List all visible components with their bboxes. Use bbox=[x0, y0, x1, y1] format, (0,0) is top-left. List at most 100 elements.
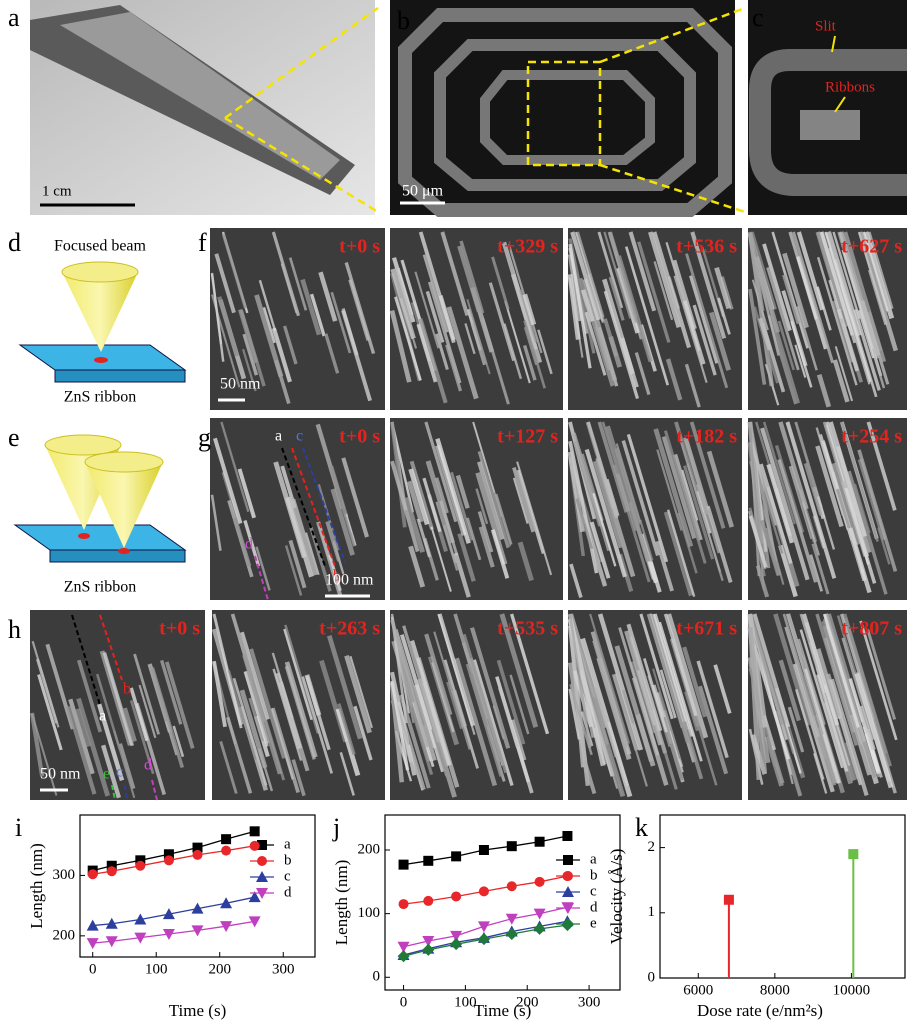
panel-label: e bbox=[8, 423, 20, 452]
legend-label: d bbox=[590, 899, 598, 915]
beam-top bbox=[85, 452, 163, 472]
beam bbox=[62, 272, 138, 352]
ribbon-edge bbox=[55, 370, 185, 382]
charts: 0100200300200300Time (s)Length (nm)abcd0… bbox=[27, 815, 905, 1020]
legend-marker bbox=[563, 871, 573, 881]
y-tick-label: 0 bbox=[373, 969, 381, 985]
legend-label: b bbox=[590, 867, 598, 883]
label: ZnS ribbon bbox=[64, 579, 136, 596]
legend-label: c bbox=[590, 883, 597, 899]
point bbox=[422, 944, 434, 956]
point bbox=[506, 928, 518, 940]
y-tick-label: 200 bbox=[53, 927, 76, 943]
series-line bbox=[93, 921, 255, 943]
point bbox=[423, 896, 433, 906]
x-tick-label: 100 bbox=[145, 961, 168, 977]
panel-label: b bbox=[397, 6, 410, 35]
label: Focused beam bbox=[54, 238, 147, 255]
point bbox=[221, 846, 231, 856]
track-label: e bbox=[103, 766, 110, 783]
time-label: t+254 s bbox=[841, 426, 902, 448]
x-tick-label: 300 bbox=[578, 994, 601, 1010]
legend-marker bbox=[257, 856, 267, 866]
point bbox=[451, 891, 461, 901]
scale-label: 50 nm bbox=[40, 766, 81, 783]
point bbox=[399, 899, 409, 909]
scale-label: 50 nm bbox=[220, 376, 261, 393]
point bbox=[164, 855, 174, 865]
track-label: a bbox=[99, 708, 106, 725]
time-label: t+127 s bbox=[497, 426, 558, 448]
annotation: Ribbons bbox=[825, 79, 875, 95]
panel-label: k bbox=[635, 813, 648, 842]
legend-marker bbox=[563, 855, 573, 865]
legend-label: d bbox=[284, 884, 292, 900]
beam-top bbox=[45, 435, 121, 455]
label: ZnS ribbon bbox=[64, 389, 136, 406]
legend-label: b bbox=[284, 852, 292, 868]
point bbox=[451, 851, 461, 861]
time-label: t+536 s bbox=[676, 236, 737, 258]
track-label: c bbox=[296, 428, 303, 445]
y-tick-label: 300 bbox=[53, 867, 76, 883]
legend-label: a bbox=[590, 851, 597, 867]
panel-label: j bbox=[332, 813, 340, 842]
time-label: t+263 s bbox=[319, 618, 380, 640]
time-label: t+0 s bbox=[339, 236, 380, 258]
point bbox=[250, 826, 260, 836]
point bbox=[479, 886, 489, 896]
scale-label: 100 nm bbox=[325, 572, 374, 589]
track-label: d bbox=[144, 757, 152, 774]
plot-frame bbox=[660, 815, 905, 978]
x-tick-label: 200 bbox=[208, 961, 231, 977]
panel-label: c bbox=[752, 3, 764, 32]
point bbox=[193, 850, 203, 860]
panel-label: h bbox=[8, 615, 21, 644]
time-label: t+627 s bbox=[841, 236, 902, 258]
point bbox=[135, 861, 145, 871]
point bbox=[250, 841, 260, 851]
y-axis-label: Velocity (Å/s) bbox=[607, 849, 626, 945]
x-tick-label: 300 bbox=[272, 961, 295, 977]
time-label: t+182 s bbox=[676, 426, 737, 448]
x-tick-label: 10000 bbox=[833, 982, 871, 998]
y-tick-label: 100 bbox=[358, 905, 381, 921]
panel-label: a bbox=[8, 3, 20, 32]
figure: 1 cm 50 μm Slit Ribbons Focused beam ZnS… bbox=[0, 0, 907, 1023]
point bbox=[221, 834, 231, 844]
panel-label: d bbox=[8, 228, 21, 257]
x-tick-label: 0 bbox=[400, 994, 408, 1010]
point bbox=[562, 831, 572, 841]
y-tick-label: 200 bbox=[358, 841, 381, 857]
point bbox=[507, 881, 517, 891]
y-axis-label: Length (nm) bbox=[27, 843, 46, 928]
point bbox=[478, 921, 490, 932]
spot bbox=[118, 548, 130, 554]
x-axis-label: Time (s) bbox=[474, 1001, 531, 1020]
time-label: t+0 s bbox=[339, 426, 380, 448]
point bbox=[535, 837, 545, 847]
legend-label: c bbox=[284, 868, 291, 884]
legend-label: e bbox=[590, 915, 597, 931]
y-tick-label: 2 bbox=[648, 839, 656, 855]
point bbox=[507, 841, 517, 851]
y-axis-label: Length (nm) bbox=[332, 860, 351, 945]
point bbox=[534, 923, 546, 935]
time-label: t+671 s bbox=[676, 618, 737, 640]
point bbox=[724, 895, 734, 905]
spot bbox=[78, 533, 90, 539]
y-tick-label: 0 bbox=[648, 969, 656, 985]
ribbon-edge bbox=[50, 550, 185, 562]
x-axis-label: Dose rate (e/nm²s) bbox=[697, 1001, 823, 1020]
panel-label: g bbox=[198, 423, 211, 452]
point bbox=[848, 849, 858, 859]
point bbox=[423, 856, 433, 866]
time-label: t+535 s bbox=[497, 618, 558, 640]
panel-label: i bbox=[15, 813, 22, 842]
point bbox=[88, 869, 98, 879]
point bbox=[450, 938, 462, 950]
track-label: a bbox=[275, 428, 282, 445]
point bbox=[398, 950, 410, 962]
point bbox=[399, 860, 409, 870]
point bbox=[107, 866, 117, 876]
